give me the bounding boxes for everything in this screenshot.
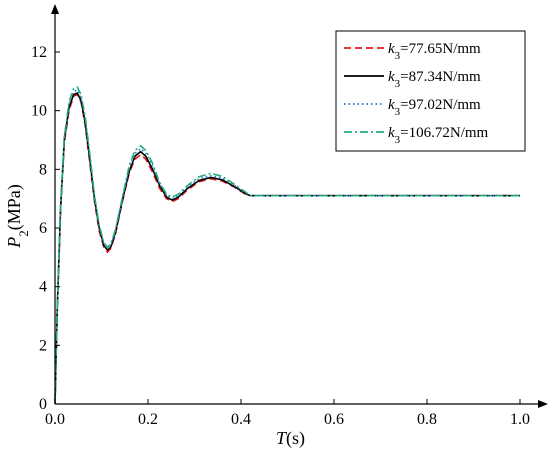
series-line-1: [54, 93, 520, 405]
legend: k3=77.65N/mmk3=87.34N/mmk3=97.02N/mmk3=1…: [335, 30, 526, 152]
legend-k-symbol: k: [388, 69, 395, 85]
y-axis-label-subscript: 2: [16, 230, 31, 237]
legend-k-value: =87.34N/mm: [400, 69, 481, 85]
x-axis-arrow: [538, 400, 548, 408]
x-axis-label: T(s): [276, 428, 305, 449]
x-axis-label-unit: (s): [286, 428, 305, 449]
x-tick-label: 0.4: [231, 411, 251, 428]
legend-k-symbol: k: [388, 125, 395, 141]
legend-k-subscript: 3: [395, 106, 401, 118]
legend-k-subscript: 3: [395, 134, 401, 146]
legend-k-symbol: k: [388, 41, 395, 57]
y-tick-label: 10: [31, 103, 47, 120]
legend-k-value: =77.65N/mm: [400, 41, 481, 57]
x-tick-label: 0.6: [324, 411, 344, 428]
x-tick-label: 0.0: [45, 411, 65, 428]
series-line-3: [54, 89, 520, 405]
legend-k-value: =106.72N/mm: [400, 125, 488, 141]
series-line-4: [54, 86, 520, 405]
series-line-2: [54, 92, 520, 405]
y-axis-label-unit: (MPa): [4, 184, 25, 230]
y-axis-arrow: [51, 4, 59, 14]
x-axis-label-italic: T: [276, 428, 288, 448]
legend-k-symbol: k: [388, 97, 395, 113]
y-tick-label: 6: [39, 220, 47, 237]
axes: [51, 4, 548, 408]
y-tick-label: 0: [39, 396, 47, 413]
x-tick-label: 0.2: [138, 411, 158, 428]
legend-label-3: k3=97.02N/mm: [388, 97, 481, 118]
legend-box: [335, 30, 526, 152]
x-tick-label: 0.8: [417, 411, 437, 428]
y-tick-label: 8: [39, 161, 47, 178]
y-axis-label: P2(MPa): [4, 184, 31, 249]
y-tick-label: 12: [31, 44, 47, 61]
series-lines: [54, 86, 520, 405]
tick-marks: [54, 51, 521, 405]
legend-k-subscript: 3: [395, 78, 401, 90]
y-axis-label-italic: P: [4, 237, 24, 249]
legend-k-value: =97.02N/mm: [400, 97, 481, 113]
legend-label-4: k3=106.72N/mm: [388, 125, 489, 146]
legend-k-subscript: 3: [395, 50, 401, 62]
x-tick-label: 1.0: [510, 411, 530, 428]
legend-label-2: k3=87.34N/mm: [388, 69, 481, 90]
y-tick-label: 4: [39, 279, 47, 296]
tick-labels: 0.0 0.2 0.4 0.6 0.8 1.0 0 2 4 6 8 10 12: [31, 44, 530, 428]
y-tick-label: 2: [39, 337, 47, 354]
legend-label-1: k3=77.65N/mm: [388, 41, 481, 62]
